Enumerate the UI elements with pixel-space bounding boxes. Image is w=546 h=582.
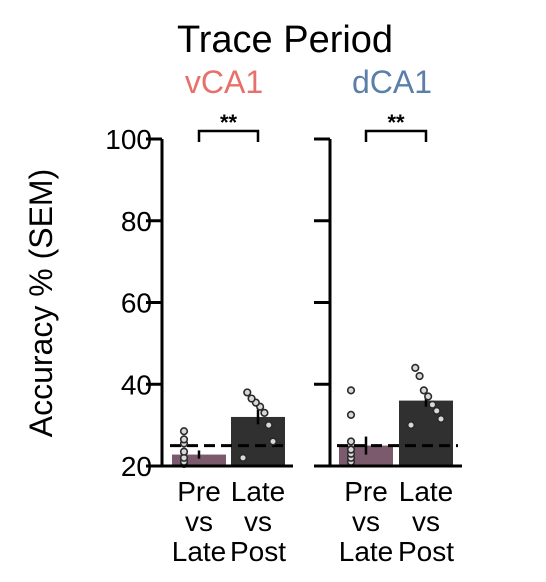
bar-dCA1-1 — [399, 400, 453, 466]
chart-title: Trace Period — [177, 19, 393, 61]
bar-vCA1-0 — [172, 454, 226, 466]
data-point — [406, 421, 416, 430]
significance-label: ** — [387, 110, 405, 135]
x-tick-label: Pre — [344, 476, 388, 507]
x-tick-label: Late — [339, 536, 394, 567]
data-point — [428, 400, 437, 409]
significance-label: ** — [220, 110, 238, 135]
x-tick-label: Late — [399, 476, 454, 507]
data-point — [179, 447, 189, 456]
x-tick-label: vs — [352, 506, 380, 537]
data-point — [346, 386, 356, 395]
data-point — [260, 408, 269, 417]
x-tick-label: vs — [185, 506, 213, 537]
x-tick-label: Post — [230, 536, 286, 567]
significance-bracket — [197, 129, 260, 142]
data-point — [346, 410, 356, 420]
x-tick-label: vs — [244, 506, 272, 537]
panel-title-dCA1: dCA1 — [352, 64, 432, 100]
x-tick-label: Late — [172, 536, 227, 567]
x-tick-label: Post — [398, 536, 454, 567]
significance-bracket — [364, 129, 428, 142]
y-axis-label: Accuracy % (SEM) — [23, 169, 59, 437]
data-point — [415, 371, 424, 381]
data-point — [268, 437, 278, 446]
data-point — [238, 453, 248, 462]
data-point — [179, 427, 189, 436]
x-tick-label: Late — [231, 476, 286, 507]
data-point — [432, 406, 441, 415]
data-point — [411, 363, 420, 373]
x-tick-label: vs — [412, 506, 440, 537]
data-point — [346, 437, 356, 446]
data-point — [436, 414, 446, 424]
data-point — [247, 394, 256, 403]
data-point — [264, 421, 273, 430]
data-point — [243, 388, 252, 397]
data-point — [424, 392, 433, 401]
data-point — [419, 386, 428, 395]
y-tick-label: 100 — [105, 124, 152, 155]
x-tick-label: Pre — [177, 476, 221, 507]
data-point — [346, 445, 356, 454]
panel-title-vCA1: vCA1 — [185, 64, 263, 100]
data-point — [179, 435, 189, 444]
